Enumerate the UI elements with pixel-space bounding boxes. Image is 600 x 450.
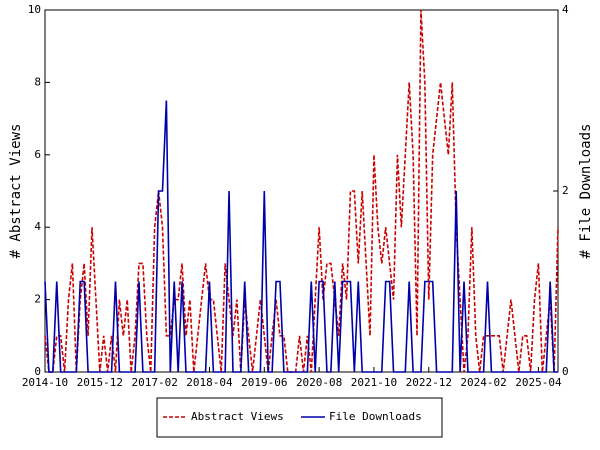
legend-label: File Downloads — [329, 410, 422, 423]
y-tick-label: 4 — [34, 220, 41, 233]
y2-tick-label: 2 — [562, 184, 569, 197]
x-tick-label: 2022-12 — [406, 376, 452, 389]
x-tick-label: 2018-04 — [186, 376, 233, 389]
y2-tick-label: 0 — [562, 365, 569, 378]
series-line — [44, 9, 559, 373]
x-tick-label: 2019-06 — [241, 376, 287, 389]
y-tick-label: 2 — [34, 293, 41, 306]
series-line — [44, 100, 558, 373]
y-tick-label: 0 — [34, 365, 41, 378]
x-tick-label: 2020-08 — [296, 376, 342, 389]
x-tick-label: 2014-10 — [22, 376, 68, 389]
x-tick-label: 2017-02 — [131, 376, 177, 389]
x-tick-label: 2024-02 — [460, 376, 506, 389]
legend-label: Abstract Views — [191, 410, 284, 423]
x-tick-label: 2025-04 — [515, 376, 562, 389]
y-tick-label: 6 — [34, 148, 41, 161]
x-tick-label: 2015-12 — [77, 376, 123, 389]
plot-frame — [44, 9, 559, 373]
legend — [156, 397, 443, 438]
y-tick-label: 10 — [28, 3, 41, 16]
y-tick-label: 8 — [34, 75, 41, 88]
y2-axis-label: # File Downloads — [578, 124, 594, 259]
y2-tick-label: 4 — [562, 3, 569, 16]
y-axis-label: # Abstract Views — [8, 124, 24, 259]
x-tick-label: 2021-10 — [351, 376, 397, 389]
